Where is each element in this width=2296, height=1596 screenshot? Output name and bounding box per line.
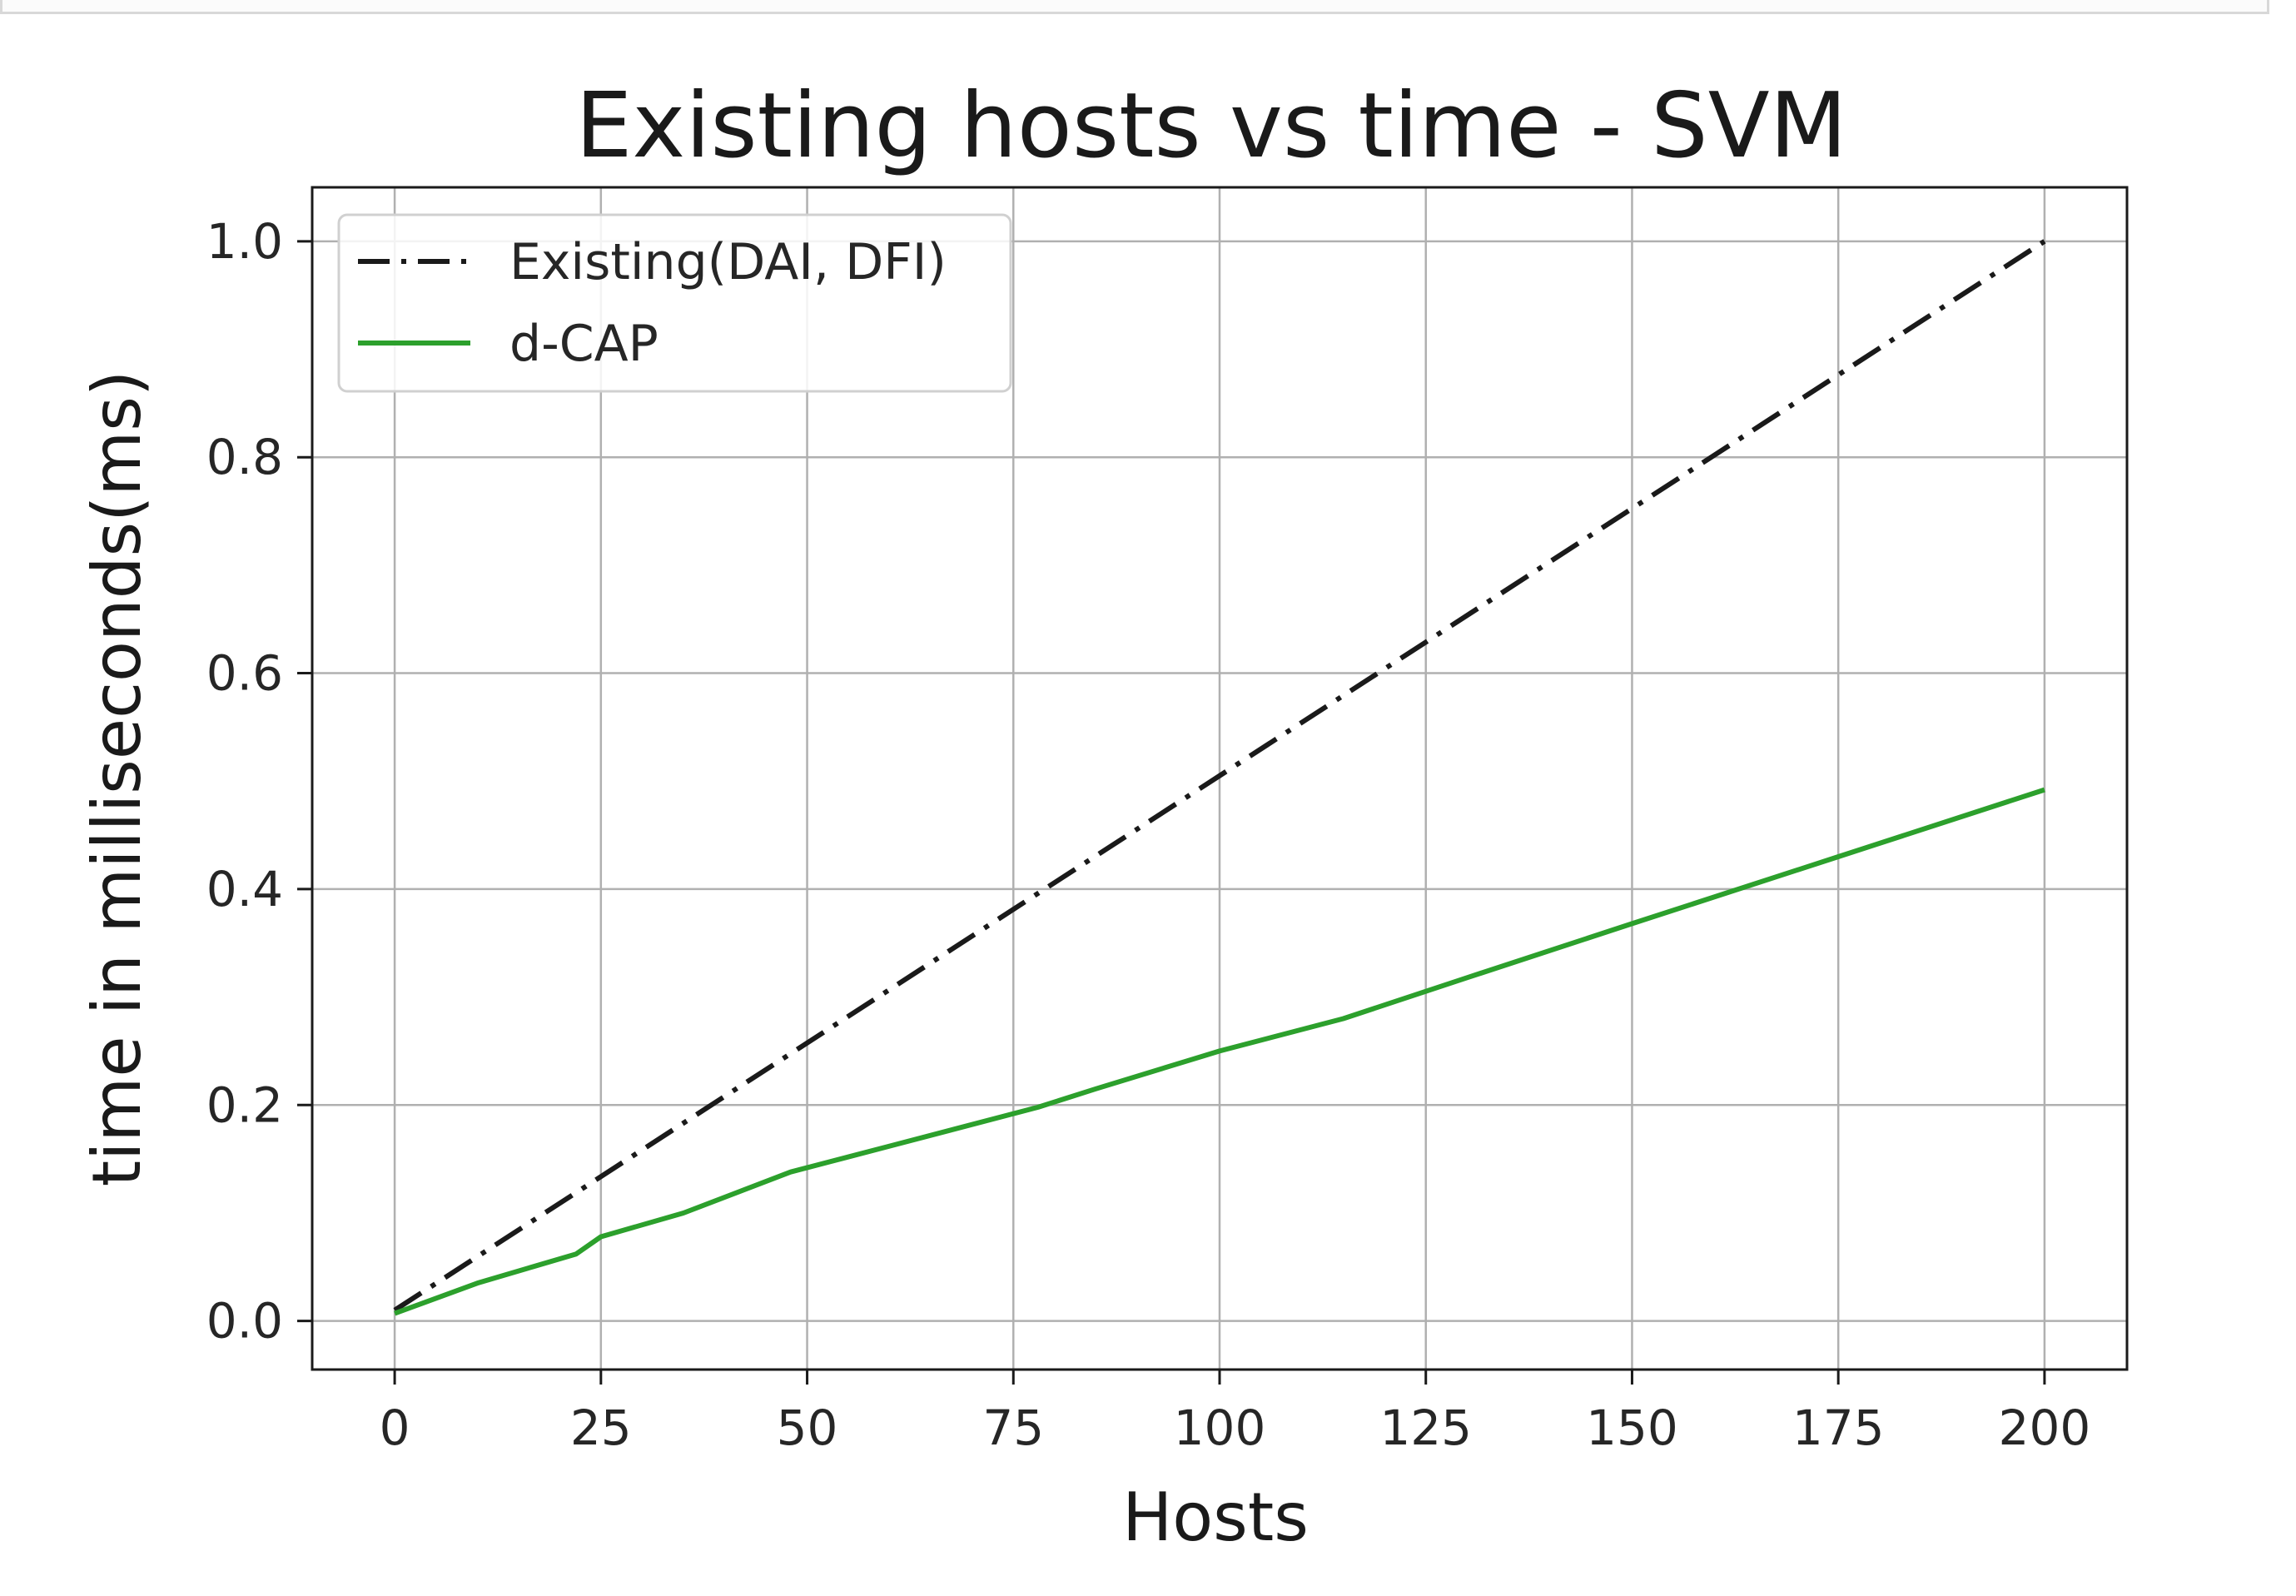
- x-tick-label: 175: [1792, 1400, 1885, 1456]
- y-axis-ticks: 0.0 0.2 0.4 0.6 0.8 1.0: [206, 213, 312, 1350]
- series-line-1: [394, 787, 2045, 1316]
- y-tick-label: 1.0: [206, 213, 283, 270]
- series-group: [393, 239, 2046, 1316]
- x-tick-label: 125: [1379, 1400, 1472, 1456]
- y-tick-label: 0.8: [206, 429, 283, 485]
- x-tick-label: 0: [380, 1400, 410, 1456]
- y-tick-label: 0.4: [206, 861, 283, 917]
- x-tick-label: 200: [1999, 1400, 2091, 1456]
- x-tick-label: 100: [1174, 1400, 1266, 1456]
- series-line-0: [393, 239, 2046, 1313]
- chart-title: Existing hosts vs time - SVM: [575, 74, 1847, 178]
- y-tick-label: 0.2: [206, 1076, 283, 1133]
- legend: Existing(DAI, DFI) d-CAP: [337, 213, 1012, 393]
- x-tick-label: 50: [777, 1400, 838, 1456]
- legend-label-dcap: d-CAP: [509, 315, 658, 373]
- x-axis-label: Hosts: [1122, 1479, 1309, 1556]
- x-tick-label: 75: [982, 1400, 1044, 1456]
- x-axis-ticks: 0 25 50 75 100 125 150 175 200: [380, 1370, 2091, 1456]
- y-axis-label: time in milliseconds(ms): [78, 370, 156, 1186]
- notebook-cell-border: [0, 0, 2269, 14]
- x-tick-label: 150: [1586, 1400, 1678, 1456]
- y-tick-label: 0.6: [206, 645, 283, 702]
- legend-label-existing: Existing(DAI, DFI): [509, 233, 947, 291]
- x-tick-label: 25: [570, 1400, 632, 1456]
- grid-lines: [312, 187, 2127, 1370]
- y-tick-label: 0.0: [206, 1293, 283, 1350]
- legend-box: [337, 213, 1012, 393]
